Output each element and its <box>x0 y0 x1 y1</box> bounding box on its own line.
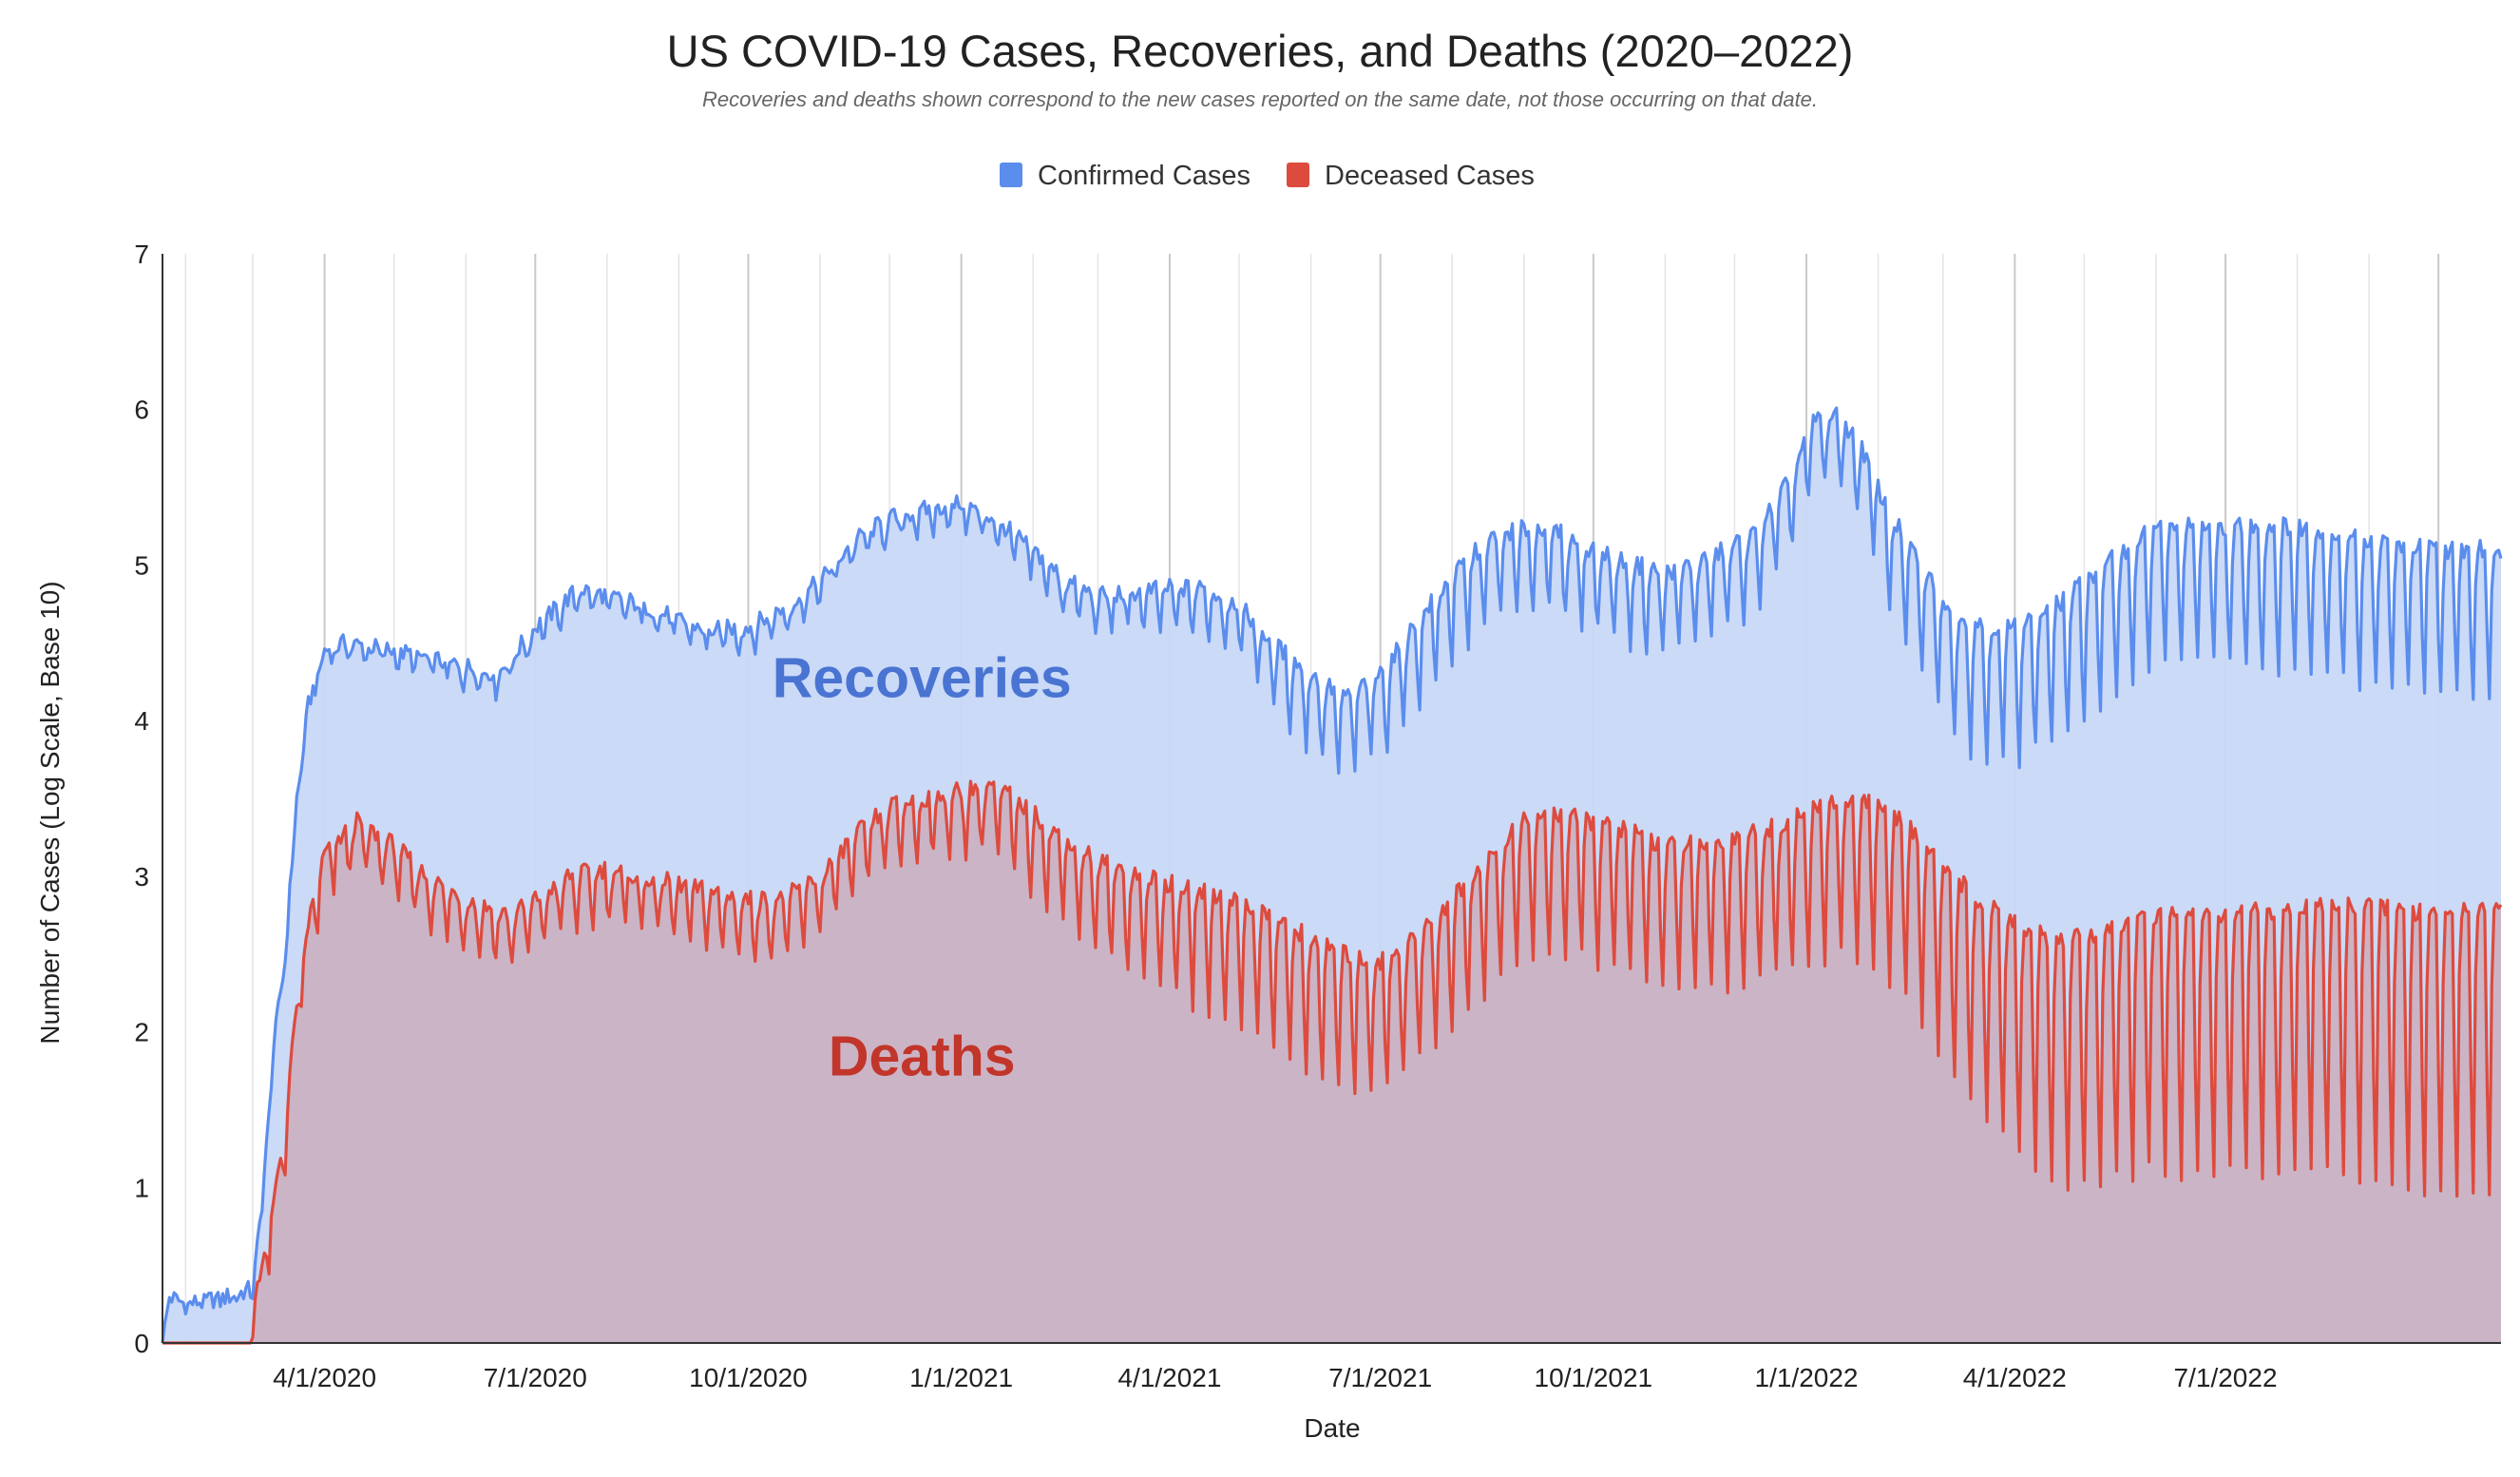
legend-swatch-confirmed[interactable] <box>1000 163 1022 187</box>
y-tick-label: 5 <box>134 550 149 580</box>
series-line-deceased-cases <box>162 779 2503 1345</box>
series-area-deceased-cases <box>162 781 2501 1343</box>
y-tick-label: 4 <box>134 706 149 736</box>
x-tick-label: 4/1/2020 <box>273 1363 376 1392</box>
series-line-confirmed-cases <box>161 406 2503 1344</box>
y-axis-title: Number of Cases (Log Scale, Base 10) <box>35 581 65 1044</box>
x-tick-label: 4/1/2022 <box>1963 1363 2067 1392</box>
series-areas <box>162 408 2501 1343</box>
y-tick-label: 1 <box>134 1173 149 1202</box>
series-lines <box>161 406 2503 1345</box>
x-tick-label: 10/1/2021 <box>1535 1363 1653 1392</box>
legend-swatch-deceased[interactable] <box>1287 163 1309 187</box>
axes <box>162 254 2501 1344</box>
y-tick-label: 0 <box>134 1329 149 1358</box>
legend-label-deceased[interactable]: Deceased Cases <box>1325 161 1535 191</box>
x-tick-label: 7/1/2021 <box>1328 1363 1432 1392</box>
annotations: Recoveries Deaths <box>773 647 1072 1088</box>
annotation-recoveries: Recoveries <box>773 647 1072 710</box>
y-tick-labels: 0 1 2 3 4 5 6 7 <box>134 240 149 1358</box>
x-tick-label: 1/1/2021 <box>909 1363 1013 1392</box>
x-tick-label: 1/1/2022 <box>1755 1363 1859 1392</box>
legend: Confirmed Cases Deceased Cases <box>1000 161 1535 191</box>
y-tick-label: 3 <box>134 862 149 892</box>
x-tick-label: 10/1/2020 <box>689 1363 808 1392</box>
y-tick-label: 7 <box>134 240 149 269</box>
x-tick-label: 7/1/2022 <box>2174 1363 2278 1392</box>
chart-subtitle: Recoveries and deaths shown correspond t… <box>702 87 1818 111</box>
x-tick-labels: 4/1/2020 7/1/2020 10/1/2020 1/1/2021 4/1/202… <box>273 1363 2277 1392</box>
chart-title: US COVID-19 Cases, Recoveries, and Death… <box>667 26 1854 76</box>
x-tick-label: 4/1/2021 <box>1117 1363 1221 1392</box>
y-tick-label: 2 <box>134 1018 149 1047</box>
x-tick-label: 7/1/2020 <box>484 1363 587 1392</box>
x-axis-title: Date <box>1304 1413 1360 1443</box>
annotation-deaths: Deaths <box>829 1025 1016 1087</box>
y-tick-label: 6 <box>134 395 149 425</box>
legend-label-confirmed[interactable]: Confirmed Cases <box>1038 161 1250 191</box>
